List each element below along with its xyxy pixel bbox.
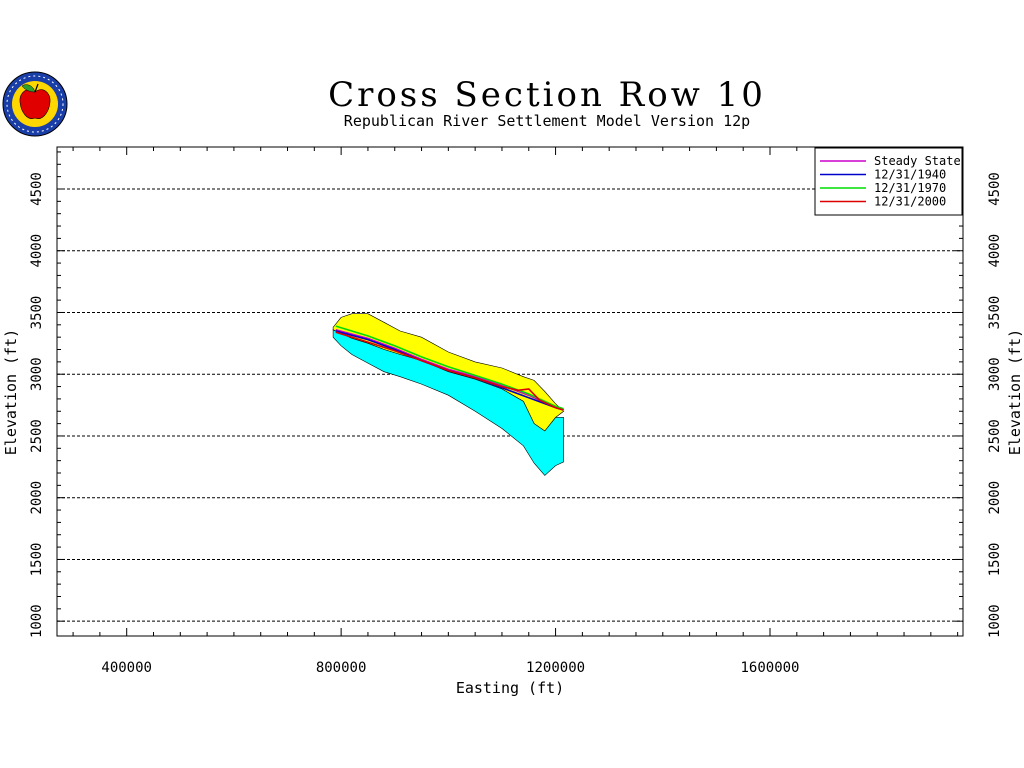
y-tick-label-left-2500: 2500	[29, 419, 45, 453]
legend-label-3: 12/31/2000	[874, 195, 946, 209]
x-tick-label-1600000: 1600000	[740, 660, 799, 676]
y-tick-label-left-2000: 2000	[29, 481, 45, 515]
y-tick-label-left-3500: 3500	[29, 296, 45, 330]
logo-seal	[2, 71, 68, 137]
chart-title: Cross Section Row 10	[328, 75, 766, 115]
leaf-icon	[21, 84, 36, 93]
y-tick-label-right-3000: 3000	[987, 357, 1003, 391]
x-tick-label-800000: 800000	[316, 660, 367, 676]
series-lines	[335, 325, 564, 411]
apple-stem	[34, 83, 39, 93]
x-axis: 400000 800000 1200000 1600000	[72, 147, 959, 676]
fill-lower-layer	[332, 329, 564, 476]
x-tick-label-400000: 400000	[101, 660, 152, 676]
y-tick-label-right-1000: 1000	[987, 604, 1003, 638]
plot-frame	[56, 146, 964, 637]
y-tick-label-right-2000: 2000	[987, 481, 1003, 515]
series-line-3	[335, 331, 564, 411]
y-tick-label-left-1500: 1500	[29, 543, 45, 577]
y-tick-label-right-2500: 2500	[987, 419, 1003, 453]
y-axis-left: 1000 1500 2000 2500 3000 3500 4000 4500	[29, 151, 65, 638]
y-tick-label-left-1000: 1000	[29, 604, 45, 638]
legend-box	[814, 147, 963, 216]
x-axis-label: Easting (ft)	[456, 679, 564, 697]
legend-label-0: Steady State	[874, 154, 961, 168]
legend-label-2: 12/31/1970	[874, 181, 946, 195]
grid-lines	[57, 188, 963, 622]
y-axis-right: 1000 1500 2000 2500 3000 3500 4000 4500	[955, 151, 1003, 638]
y-axis-label-right: Elevation (ft)	[1006, 329, 1024, 455]
legend-label-1: 12/31/1940	[874, 168, 946, 182]
y-axis-label-left: Elevation (ft)	[2, 329, 20, 455]
x-tick-label-1200000: 1200000	[526, 660, 585, 676]
y-tick-label-right-4500: 4500	[987, 172, 1003, 206]
y-tick-label-right-4000: 4000	[987, 234, 1003, 268]
y-tick-label-right-3500: 3500	[987, 296, 1003, 330]
chart-subtitle: Republican River Settlement Model Versio…	[344, 112, 750, 130]
series-line-2	[335, 325, 564, 410]
layer-fills	[332, 313, 565, 476]
apple-icon	[19, 89, 51, 119]
y-tick-label-left-4000: 4000	[29, 234, 45, 268]
y-tick-label-left-3000: 3000	[29, 357, 45, 391]
legend: Steady State12/31/194012/31/197012/31/20…	[814, 147, 963, 216]
logo-ring-dots	[6, 75, 64, 133]
y-tick-label-right-1500: 1500	[987, 543, 1003, 577]
y-tick-label-left-4500: 4500	[29, 172, 45, 206]
